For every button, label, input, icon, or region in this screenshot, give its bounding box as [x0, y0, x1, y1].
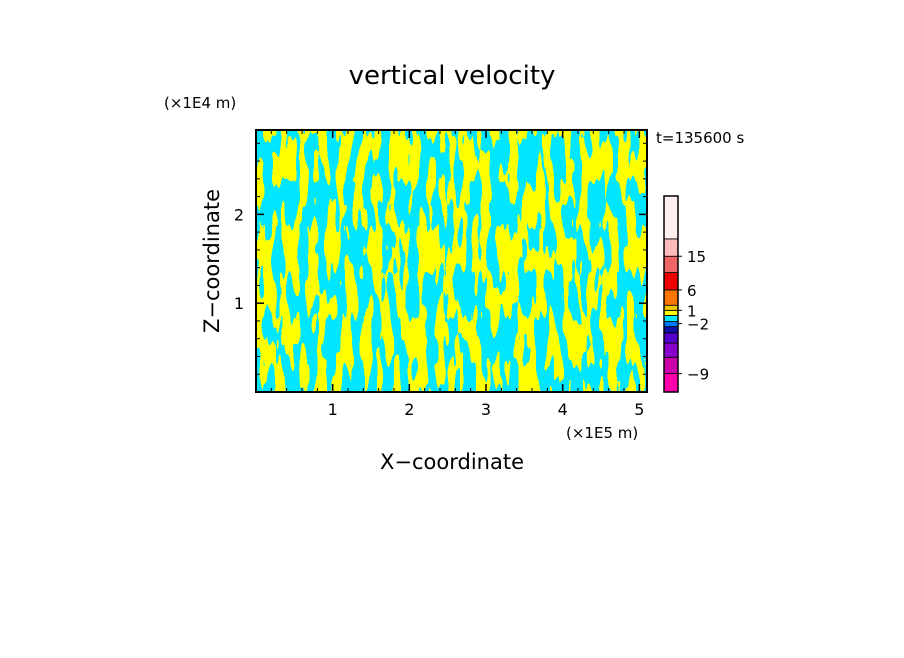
x-tick-label: 2: [404, 400, 414, 419]
colorbar-segment: [663, 332, 679, 344]
x-axis-label: X−coordinate: [380, 450, 524, 474]
colorbar-segment: [663, 304, 679, 311]
colorbar-segment: [663, 309, 679, 316]
colorbar-label: 1: [687, 302, 697, 320]
colorbar-segment: [663, 356, 679, 375]
colorbar-segment: [663, 342, 679, 358]
colorbar-labels: 15 6 1−2 −9: [678, 248, 709, 384]
colorbar-segment: [663, 326, 679, 334]
y-tick-label: 2: [234, 205, 244, 224]
y-axis-label: Z−coordinate: [200, 189, 224, 333]
colorbar-segment: [663, 321, 679, 328]
colorbar: [663, 195, 679, 393]
colorbar-segment: [663, 373, 679, 393]
chart-title: vertical velocity: [349, 61, 556, 91]
y-tick-label: 1: [234, 294, 244, 313]
colorbar-label: −9: [687, 366, 709, 384]
colorbar-label: 6: [687, 282, 697, 300]
y-unit-label: (×1E4 m): [164, 94, 236, 112]
colorbar-segment: [663, 272, 679, 291]
contour-field: [256, 130, 647, 392]
x-tick-label: 1: [328, 400, 338, 419]
x-tick-labels: 1 2 3 4 5: [328, 400, 645, 419]
colorbar-segment: [663, 195, 679, 240]
colorbar-segment: [663, 315, 679, 322]
time-label: t=135600 s: [656, 129, 744, 147]
colorbar-label: 15: [687, 248, 706, 266]
axis-ticks: [256, 130, 647, 392]
x-unit-label: (×1E5 m): [566, 424, 638, 442]
colorbar-segment: [663, 289, 679, 306]
colorbar-frame: [663, 195, 679, 393]
plot-frame: [255, 129, 648, 393]
x-tick-label: 3: [481, 400, 491, 419]
negative-velocity-region: [256, 130, 647, 392]
colorbar-label: −2: [687, 316, 709, 334]
y-tick-labels: 12: [234, 205, 244, 313]
colorbar-segment: [663, 255, 679, 273]
x-tick-label: 5: [634, 400, 644, 419]
colorbar-segment: [663, 238, 679, 257]
x-tick-label: 4: [558, 400, 568, 419]
